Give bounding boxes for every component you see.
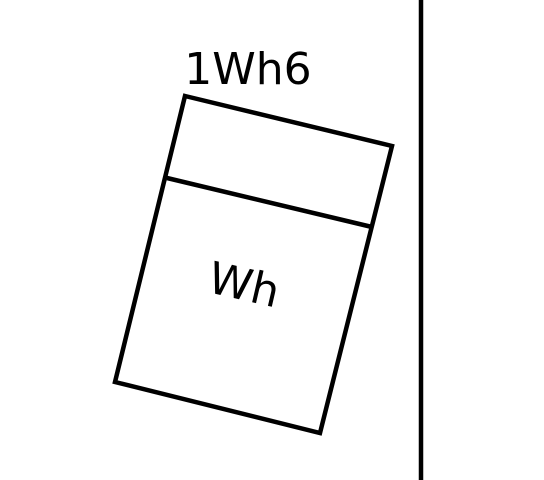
rotated-block — [112, 93, 395, 436]
block-divider-line — [166, 175, 373, 230]
top-label: 1Wh6 — [184, 44, 311, 95]
block-outline — [112, 93, 395, 436]
inner-label: Wh — [203, 253, 284, 319]
